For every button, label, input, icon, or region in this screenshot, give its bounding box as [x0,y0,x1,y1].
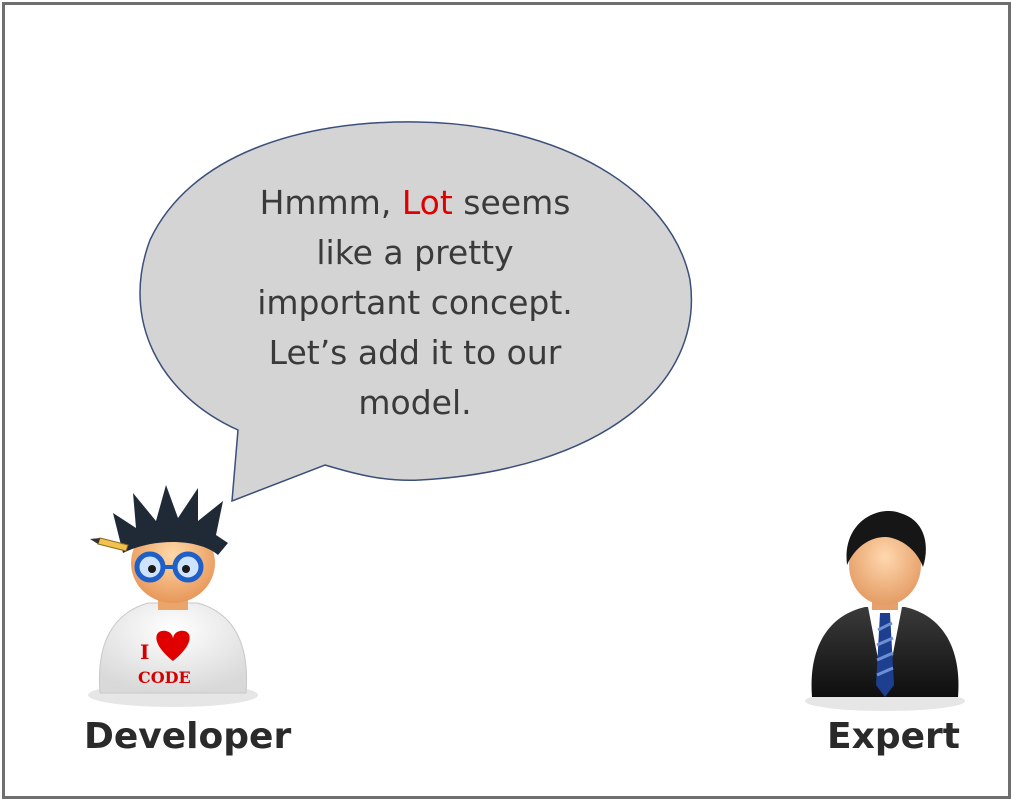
speech-line-1-start: Hmmm, [259,183,392,222]
expert-avatar-icon [805,510,965,711]
speech-bubble-shape [139,121,693,503]
expert-label: Expert [827,716,960,757]
speech-line-1: Hmmm, Lot seems [215,178,615,228]
speech-line-1-end: seems [463,183,571,222]
speech-line-4: Let’s add it to our [268,333,562,372]
speech-text: Hmmm, Lot seems like a pretty important … [215,178,615,428]
speech-line-2: like a pretty [316,233,514,272]
developer-avatar-icon: I CODE [88,485,258,707]
shirt-text-code: CODE [138,668,191,687]
speech-line-3: important concept. [257,283,573,322]
highlighted-term: Lot [401,183,453,222]
speech-line-5: model. [358,383,472,422]
heart-icon [156,630,190,661]
developer-label: Developer [84,716,292,757]
shirt-text-i: I [140,640,149,664]
